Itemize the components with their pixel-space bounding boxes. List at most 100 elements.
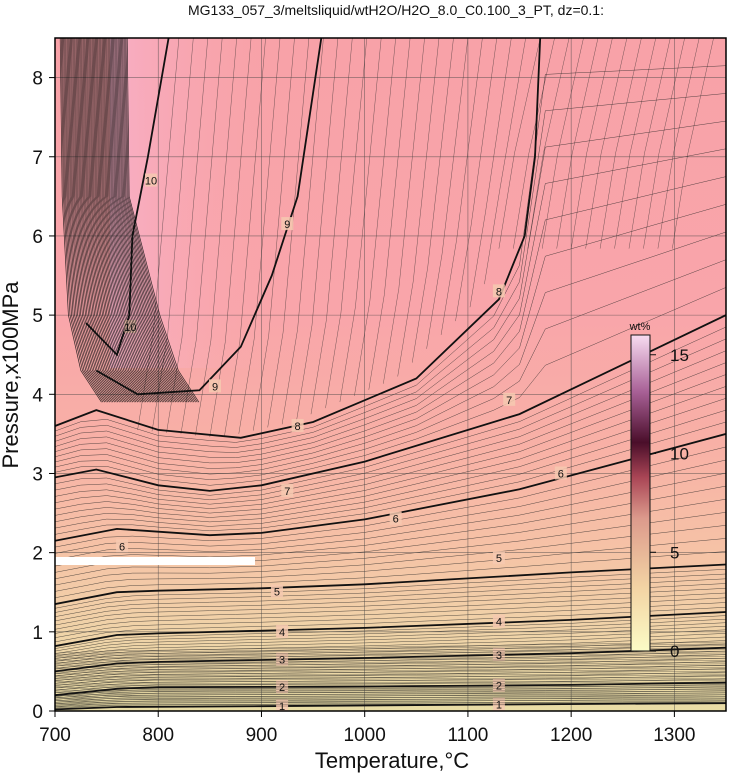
dense-contour-line: [55, 687, 726, 694]
minor-contour-line: [672, 38, 714, 249]
minor-contour-line: [55, 688, 726, 700]
minor-contour-line: [498, 38, 541, 249]
dense-contour-line: [55, 645, 726, 657]
y-tick-label: 5: [32, 306, 43, 327]
plot-frame: [54, 37, 727, 712]
minor-contour-line: [137, 38, 180, 430]
contour-label: 5: [496, 553, 502, 565]
minor-contour-line: [195, 38, 237, 436]
y-axis-title: Pressure,x100MPa: [0, 281, 23, 469]
dense-contour-line: [83, 38, 137, 403]
dense-contour-line: [55, 663, 726, 673]
minor-contour-line: [55, 640, 726, 667]
minor-contour-line: [55, 204, 726, 469]
minor-contour-line: [426, 38, 469, 349]
contour-label: 8: [496, 286, 502, 298]
dense-contour-line: [55, 659, 726, 670]
dense-contour-line: [55, 648, 726, 660]
dense-contour-line: [55, 698, 726, 703]
dense-contour-line: [55, 667, 726, 676]
dense-contour-line: [55, 674, 726, 682]
dense-contour-line: [119, 38, 190, 403]
minor-contour-line: [55, 643, 726, 670]
dense-contour-line: [87, 38, 142, 403]
dense-contour-line: [55, 641, 726, 654]
x-tick-label: 700: [39, 725, 71, 746]
white-band-annotation: [55, 557, 255, 565]
minor-contour-line: [224, 38, 266, 437]
contour-label: 1: [279, 701, 285, 713]
x-tick-label: 1200: [550, 725, 592, 746]
dense-contour-line: [55, 685, 726, 692]
minor-contour-line: [397, 38, 440, 377]
colorbar-tick-label: 10: [670, 445, 689, 464]
dense-contour-line: [55, 654, 726, 665]
dense-contour-line: [85, 38, 140, 403]
minor-contour-line: [55, 485, 726, 567]
dense-contour-line: [81, 38, 134, 403]
dense-contour-line: [110, 38, 177, 403]
dense-contour-line: [122, 38, 193, 403]
dense-contour-line: [108, 38, 173, 403]
x-tick-label: 1300: [653, 725, 695, 746]
dense-contour-line: [89, 38, 145, 403]
dense-contour-line: [55, 703, 726, 708]
dense-contour-line: [67, 38, 114, 403]
contour-label: 7: [284, 486, 290, 498]
x-axis: 700 800 900 1000 1100 1200 1300: [39, 711, 696, 746]
dense-contour-line: [73, 38, 122, 403]
contour-label: 3: [279, 655, 285, 667]
dense-contour-line: [55, 658, 726, 668]
minor-contour-line: [55, 512, 726, 580]
dense-contour-line: [90, 38, 147, 403]
dense-contour-line: [97, 38, 157, 403]
minor-contour-line: [55, 569, 726, 609]
minor-contour-line: [469, 38, 512, 308]
minor-contours: [55, 38, 726, 709]
dense-contour-line: [65, 38, 110, 403]
minor-contour-line: [55, 525, 726, 586]
colorbar-swatch: [630, 334, 651, 652]
dense-contour-line: [96, 38, 155, 403]
contour-label-box: [116, 539, 129, 553]
minor-contour-line: [55, 93, 726, 448]
minor-contour-line: [55, 386, 726, 518]
dense-contour-line: [55, 676, 726, 684]
minor-contour-line: [55, 472, 726, 561]
dense-contour-line: [72, 38, 120, 403]
dense-contour-line: [55, 669, 726, 678]
y-tick-label: 8: [32, 69, 43, 90]
high-water-region: [110, 38, 270, 368]
contour-label: 9: [212, 381, 218, 393]
grid-lines: [55, 38, 726, 711]
contour-label-box: [276, 680, 289, 694]
dense-contour-line: [55, 696, 726, 701]
dense-contour-line: [91, 38, 148, 403]
minor-contour-line: [614, 38, 657, 249]
dense-contour-line: [80, 38, 132, 403]
x-tick-label: 1000: [344, 725, 386, 746]
contour-label-box: [492, 551, 505, 565]
minor-contour-line: [55, 573, 726, 613]
minor-contour-line: [556, 38, 599, 249]
minor-contour-line: [541, 38, 584, 249]
minor-contour-line: [267, 38, 310, 428]
minor-contour-line: [55, 338, 726, 501]
dense-contour-line: [70, 38, 117, 403]
minor-contour-line: [151, 38, 194, 432]
minor-contour-line: [484, 38, 526, 285]
dense-contour-line: [55, 652, 726, 663]
minor-contour-line: [599, 38, 642, 249]
contour-line-3: [55, 646, 726, 673]
minor-contour-line: [55, 588, 726, 626]
dense-contour-line: [55, 656, 726, 667]
minor-contour-line: [55, 459, 726, 554]
dense-contour-line: [124, 38, 196, 403]
contour-label-box: [389, 511, 402, 525]
minor-contour-line: [238, 38, 281, 434]
minor-contour-line: [354, 38, 396, 396]
x-tick-label: 800: [142, 725, 174, 746]
contour-label-box: [492, 284, 505, 298]
colorbar-tick-label: 15: [670, 346, 689, 365]
contour-label-box: [209, 379, 222, 393]
